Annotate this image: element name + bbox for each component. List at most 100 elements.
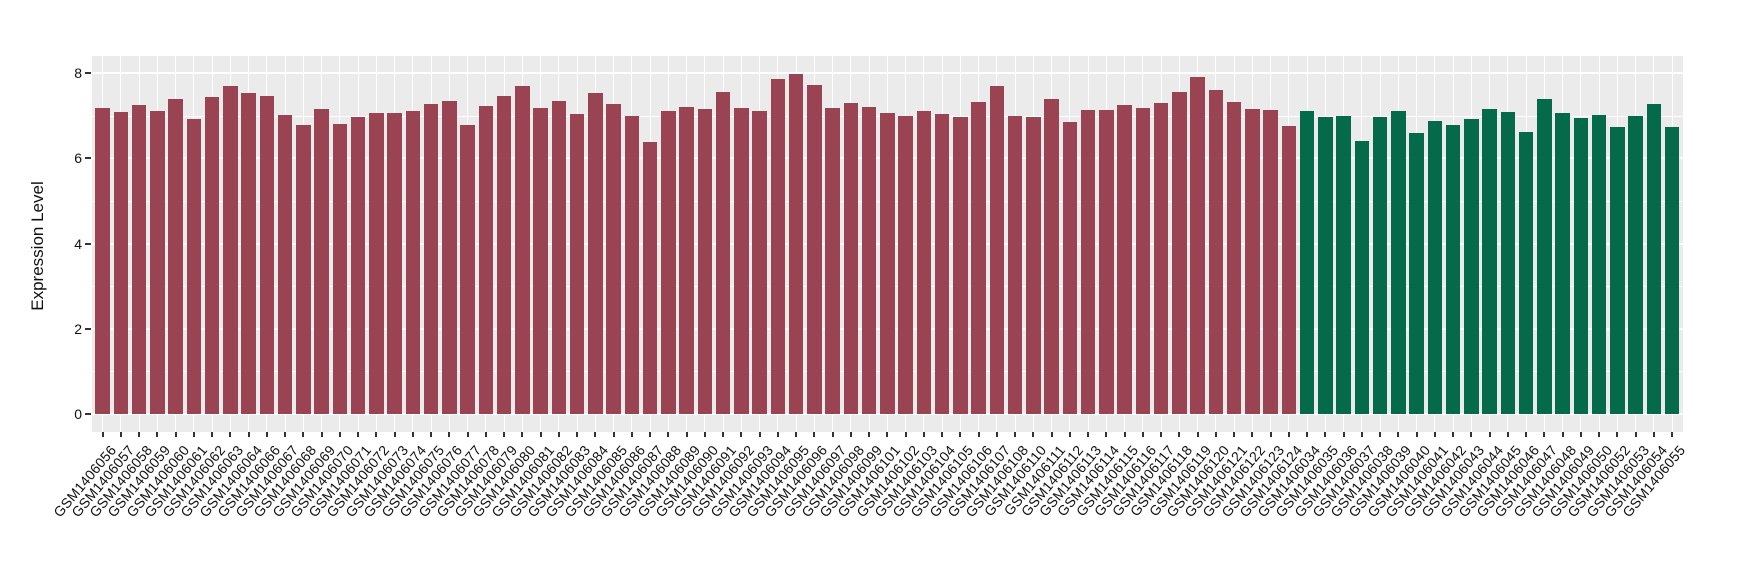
bar-GSM1406120: [1208, 89, 1224, 414]
bar-GSM1406086: [624, 115, 640, 414]
x-tick-mark: [503, 432, 506, 437]
x-tick-mark: [1105, 432, 1108, 437]
x-tick-mark: [484, 432, 487, 437]
bar-GSM1406078: [478, 105, 494, 414]
x-tick-mark: [1014, 432, 1017, 437]
x-tick-mark: [977, 432, 980, 437]
bar-GSM1406118: [1172, 91, 1187, 414]
bar-GSM1406052: [1610, 127, 1625, 414]
bar-GSM1406055: [1664, 126, 1680, 414]
bar-GSM1406112: [1062, 121, 1078, 414]
x-tick-mark: [630, 432, 633, 437]
y-tick-label: 8: [74, 65, 82, 81]
bar-GSM1406091: [715, 92, 731, 414]
y-tick-mark: [85, 327, 91, 330]
bar-GSM1406059: [150, 110, 165, 414]
x-tick-mark: [667, 432, 670, 437]
x-tick-mark: [1123, 432, 1126, 437]
bar-GSM1406094: [770, 79, 786, 414]
bar-GSM1406116: [1135, 107, 1151, 414]
x-tick-mark: [1598, 432, 1601, 437]
bar-GSM1406105: [953, 116, 968, 414]
bar-GSM1406110: [1026, 116, 1041, 414]
x-tick-mark: [795, 432, 798, 437]
x-tick-mark: [1324, 432, 1327, 437]
x-tick-mark: [685, 432, 688, 437]
x-tick-mark: [1360, 432, 1363, 437]
bar-GSM1406087: [642, 142, 658, 414]
bar-GSM1406041: [1427, 121, 1443, 414]
plot-panel: [92, 56, 1683, 432]
y-tick-mark: [85, 157, 91, 160]
x-tick-mark: [156, 432, 159, 437]
x-tick-mark: [265, 432, 268, 437]
bar-GSM1406043: [1464, 119, 1479, 414]
bar-GSM1406070: [332, 123, 348, 414]
bar-GSM1406098: [843, 102, 859, 414]
bar-GSM1406067: [277, 115, 293, 414]
bar-GSM1406090: [697, 109, 713, 414]
x-tick-mark: [1306, 432, 1309, 437]
bar-GSM1406058: [131, 104, 147, 414]
bar-GSM1406089: [679, 106, 694, 414]
x-tick-mark: [1160, 432, 1163, 437]
x-tick-mark: [1652, 432, 1655, 437]
x-tick-mark: [1488, 432, 1491, 437]
x-tick-mark: [393, 432, 396, 437]
x-tick-mark: [1415, 432, 1418, 437]
bar-GSM1406044: [1482, 109, 1497, 414]
bar-GSM1406106: [971, 101, 986, 414]
x-tick-mark: [776, 432, 779, 437]
y-tick-mark: [85, 413, 91, 415]
x-tick-mark: [1233, 432, 1236, 437]
x-tick-mark: [302, 432, 305, 437]
x-tick-mark: [430, 432, 433, 437]
x-tick-mark: [1141, 432, 1144, 437]
bar-GSM1406114: [1099, 110, 1114, 414]
bar-GSM1406042: [1445, 125, 1461, 414]
x-tick-mark: [849, 432, 852, 437]
x-tick-mark: [557, 432, 560, 437]
y-tick-label: 0: [74, 406, 82, 422]
bar-GSM1406096: [807, 84, 822, 414]
bar-GSM1406049: [1573, 117, 1589, 414]
bar-GSM1406050: [1591, 114, 1607, 414]
bar-GSM1406039: [1391, 110, 1406, 414]
bar-GSM1406084: [588, 93, 603, 414]
bar-GSM1406079: [496, 96, 512, 414]
x-tick-mark: [411, 432, 414, 437]
bar-GSM1406099: [861, 107, 877, 414]
x-tick-mark: [1269, 432, 1272, 437]
x-tick-mark: [576, 432, 579, 437]
bar-GSM1406045: [1500, 111, 1516, 414]
x-tick-mark: [1087, 432, 1090, 437]
x-tick-mark: [101, 432, 104, 437]
x-tick-mark: [941, 432, 944, 437]
x-tick-mark: [138, 432, 141, 437]
bar-GSM1406103: [916, 110, 932, 414]
x-tick-mark: [375, 432, 378, 437]
x-tick-mark: [1579, 432, 1582, 437]
bar-GSM1406073: [387, 113, 402, 414]
x-tick-mark: [594, 432, 597, 437]
bar-GSM1406048: [1555, 113, 1570, 414]
x-tick-mark: [448, 432, 451, 437]
y-tick-label: 2: [74, 320, 82, 337]
x-tick-mark: [1068, 432, 1071, 437]
x-tick-mark: [831, 432, 834, 437]
bar-GSM1406057: [113, 111, 129, 414]
x-tick-mark: [758, 432, 761, 437]
x-tick-mark: [284, 432, 287, 437]
bar-GSM1406093: [752, 110, 767, 414]
bar-GSM1406047: [1537, 98, 1552, 414]
bar-GSM1406124: [1281, 125, 1297, 414]
bar-GSM1406068: [296, 125, 311, 414]
x-tick-mark: [1616, 432, 1619, 437]
bar-GSM1406083: [569, 114, 585, 414]
x-tick-mark: [922, 432, 925, 437]
bar-GSM1406097: [825, 108, 840, 414]
x-tick-mark: [320, 432, 323, 437]
x-tick-mark: [1032, 432, 1035, 437]
x-tick-mark: [539, 432, 542, 437]
bar-GSM1406035: [1318, 117, 1333, 414]
